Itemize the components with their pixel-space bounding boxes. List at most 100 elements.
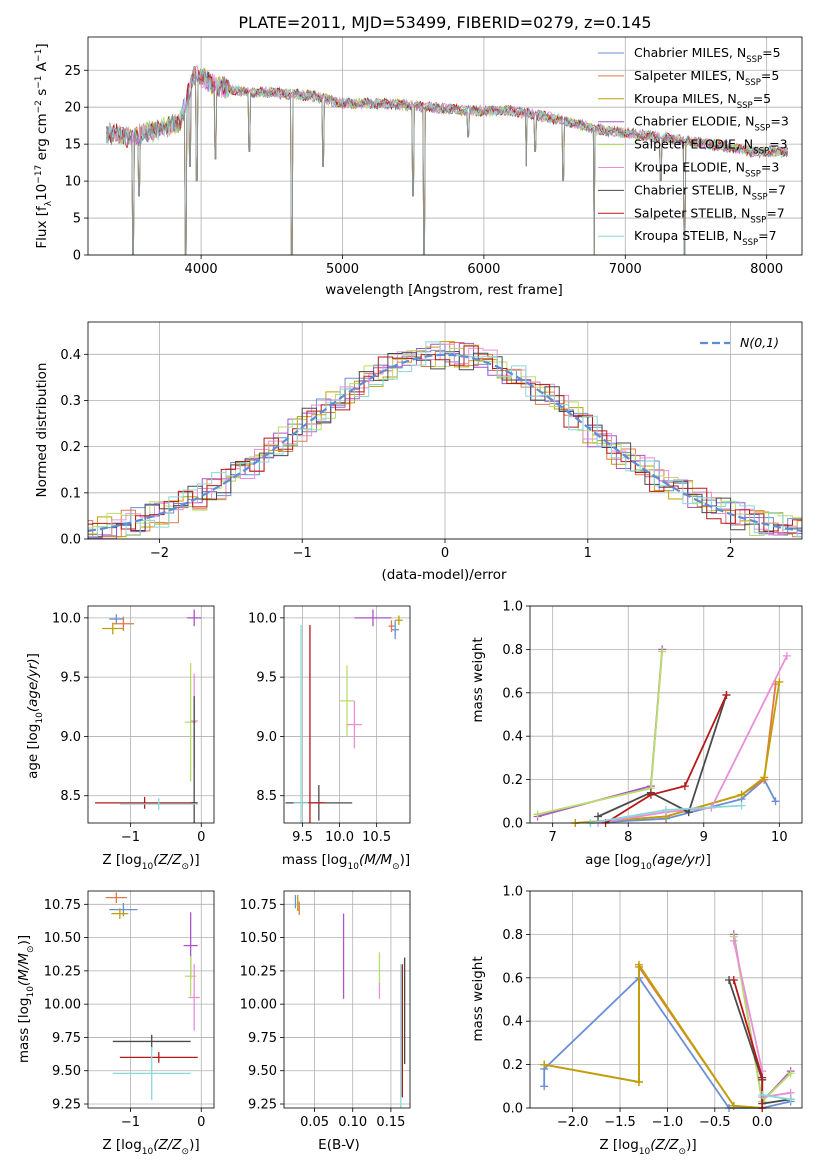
weight-vs-metallicity-panel: −2.0 −1.5 −1.0 −0.5 0.0 0.0 0.2 0.4 0.6 0.8 1.0	[502, 885, 803, 1130]
y-tick-label: 9.75	[248, 1031, 277, 1046]
y-tick-label: 0.4	[502, 730, 523, 745]
weight-marker	[634, 1077, 643, 1086]
x-tick-label: 9	[700, 830, 708, 845]
spectrum-series	[106, 65, 788, 255]
weight-marker	[634, 960, 643, 969]
legend-label: Salpeter STELIB, NSSP=7	[634, 205, 785, 225]
error-bars	[285, 609, 403, 823]
y-tick-label: 0.4	[502, 1015, 523, 1030]
y-tick-label: 0.6	[502, 686, 523, 701]
error-bars	[105, 892, 200, 1101]
extinction-x-label: E(B-V)	[318, 1137, 360, 1153]
grid	[88, 606, 214, 823]
y-tick-label: 9.50	[52, 1064, 81, 1079]
y-tick-label: 0.1	[60, 486, 81, 501]
y-tick-label: 0.0	[60, 533, 81, 548]
mass-y-label: mass [log10(M/M⊙)]	[16, 935, 36, 1063]
weight-marker	[729, 975, 738, 984]
x-tick-label: 6000	[467, 262, 500, 277]
weight-y-label-top: mass weight	[470, 637, 486, 722]
weight-series	[605, 694, 728, 824]
x-tick-label: 2	[726, 546, 734, 561]
y-tick-label: 9.50	[248, 1064, 277, 1079]
weight-marker	[782, 651, 791, 660]
spectrum-lines	[106, 64, 788, 255]
x-tick-label: 0.0	[752, 1115, 773, 1130]
weight-marker	[658, 647, 667, 656]
y-tick-label: 9.25	[248, 1098, 277, 1113]
weight-marker	[680, 782, 689, 791]
x-tick-label: 5000	[326, 262, 359, 277]
weight-marker	[786, 1069, 795, 1078]
y-tick-label: 0.0	[502, 1102, 523, 1117]
y-tick-label: 0.8	[502, 928, 523, 943]
histogram-series	[88, 345, 802, 532]
weight-marker	[786, 1095, 795, 1104]
weight-series	[537, 651, 664, 816]
histograms	[88, 341, 802, 539]
x-tick-label: 9.5	[292, 830, 313, 845]
residual-histogram-panel: −2 −1 0 1 2 0.0 0.1 0.2 0.3 0.4 N(0,1)	[60, 321, 803, 561]
weight-marker	[737, 801, 746, 810]
grid	[88, 891, 214, 1108]
x-tick-label: 0	[441, 546, 449, 561]
gaussian-curve	[88, 353, 802, 532]
weight-marker	[729, 1101, 738, 1110]
x-tick-label: 8	[624, 830, 632, 845]
weight-marker	[662, 805, 670, 814]
weight-marker	[729, 936, 738, 945]
x-tick-label: 10	[771, 830, 788, 845]
y-tick-label: 10.50	[44, 931, 81, 946]
histogram-series	[88, 341, 802, 538]
y-tick-label: 10	[64, 175, 81, 190]
axes-frame	[529, 605, 803, 824]
x-tick-label: 4000	[185, 262, 218, 277]
y-tick-label: 10.00	[240, 998, 277, 1013]
y-tick-label: 10.0	[52, 611, 81, 626]
x-tick-label: 10.0	[325, 830, 354, 845]
weight-marker	[737, 790, 746, 799]
weight-lines	[540, 930, 795, 1112]
y-tick-label: 0.0	[502, 817, 523, 832]
metallicity-x-label-top: Z [log10(Z/Z⊙)]	[102, 852, 199, 872]
y-tick-label: 10.25	[240, 964, 277, 979]
weight-marker	[758, 1090, 767, 1099]
histogram-series	[88, 344, 802, 537]
y-tick-label: 10.75	[44, 898, 81, 913]
error-bars	[95, 609, 202, 823]
axes-frame	[87, 321, 803, 540]
y-tick-label: 0.2	[60, 440, 81, 455]
y-tick-label: 0	[73, 249, 81, 264]
x-tick-label: −1	[121, 830, 140, 845]
legend-label: Kroupa MILES, NSSP=5	[634, 91, 771, 111]
axes-frame	[529, 890, 803, 1109]
x-tick-label: −1	[121, 1115, 140, 1130]
y-tick-label: 1.0	[502, 885, 523, 900]
x-tick-label: −0.5	[699, 1115, 731, 1130]
age-y-label: age [log10(age/yr)]	[25, 653, 45, 779]
y-tick-label: 15	[64, 138, 81, 153]
x-tick-label: −2.0	[557, 1115, 589, 1130]
y-tick-label: 0.2	[502, 1058, 523, 1073]
grid	[284, 891, 410, 1108]
weight-vs-age-panel: 7 8 9 10 0.0 0.2 0.4 0.6 0.8 1.0	[502, 600, 803, 845]
weight-y-label-bottom: mass weight	[470, 956, 486, 1041]
x-tick-label: 10.5	[362, 830, 391, 845]
weight-marker	[533, 810, 542, 819]
legend-label: Kroupa ELODIE, NSSP=3	[634, 160, 779, 180]
y-tick-label: 10.50	[240, 931, 277, 946]
weight-marker	[594, 812, 602, 821]
y-tick-label: 25	[64, 64, 81, 79]
histogram-series	[88, 342, 802, 538]
x-tick-label: 7	[549, 830, 557, 845]
weight-series	[575, 681, 781, 824]
spectrum-series	[106, 68, 788, 255]
histogram-x-label: (data-model)/error	[381, 567, 507, 583]
y-tick-label: 0.2	[502, 773, 523, 788]
spectrum-x-label: wavelength [Angstrom, rest frame]	[325, 282, 563, 298]
error-bars	[294, 894, 406, 1108]
x-tick-label: −2	[150, 546, 169, 561]
x-tick-label: 0.10	[338, 1115, 367, 1130]
age-vs-metallicity-panel: −1 0 8.5 9.0 9.5 10.0	[52, 605, 215, 845]
